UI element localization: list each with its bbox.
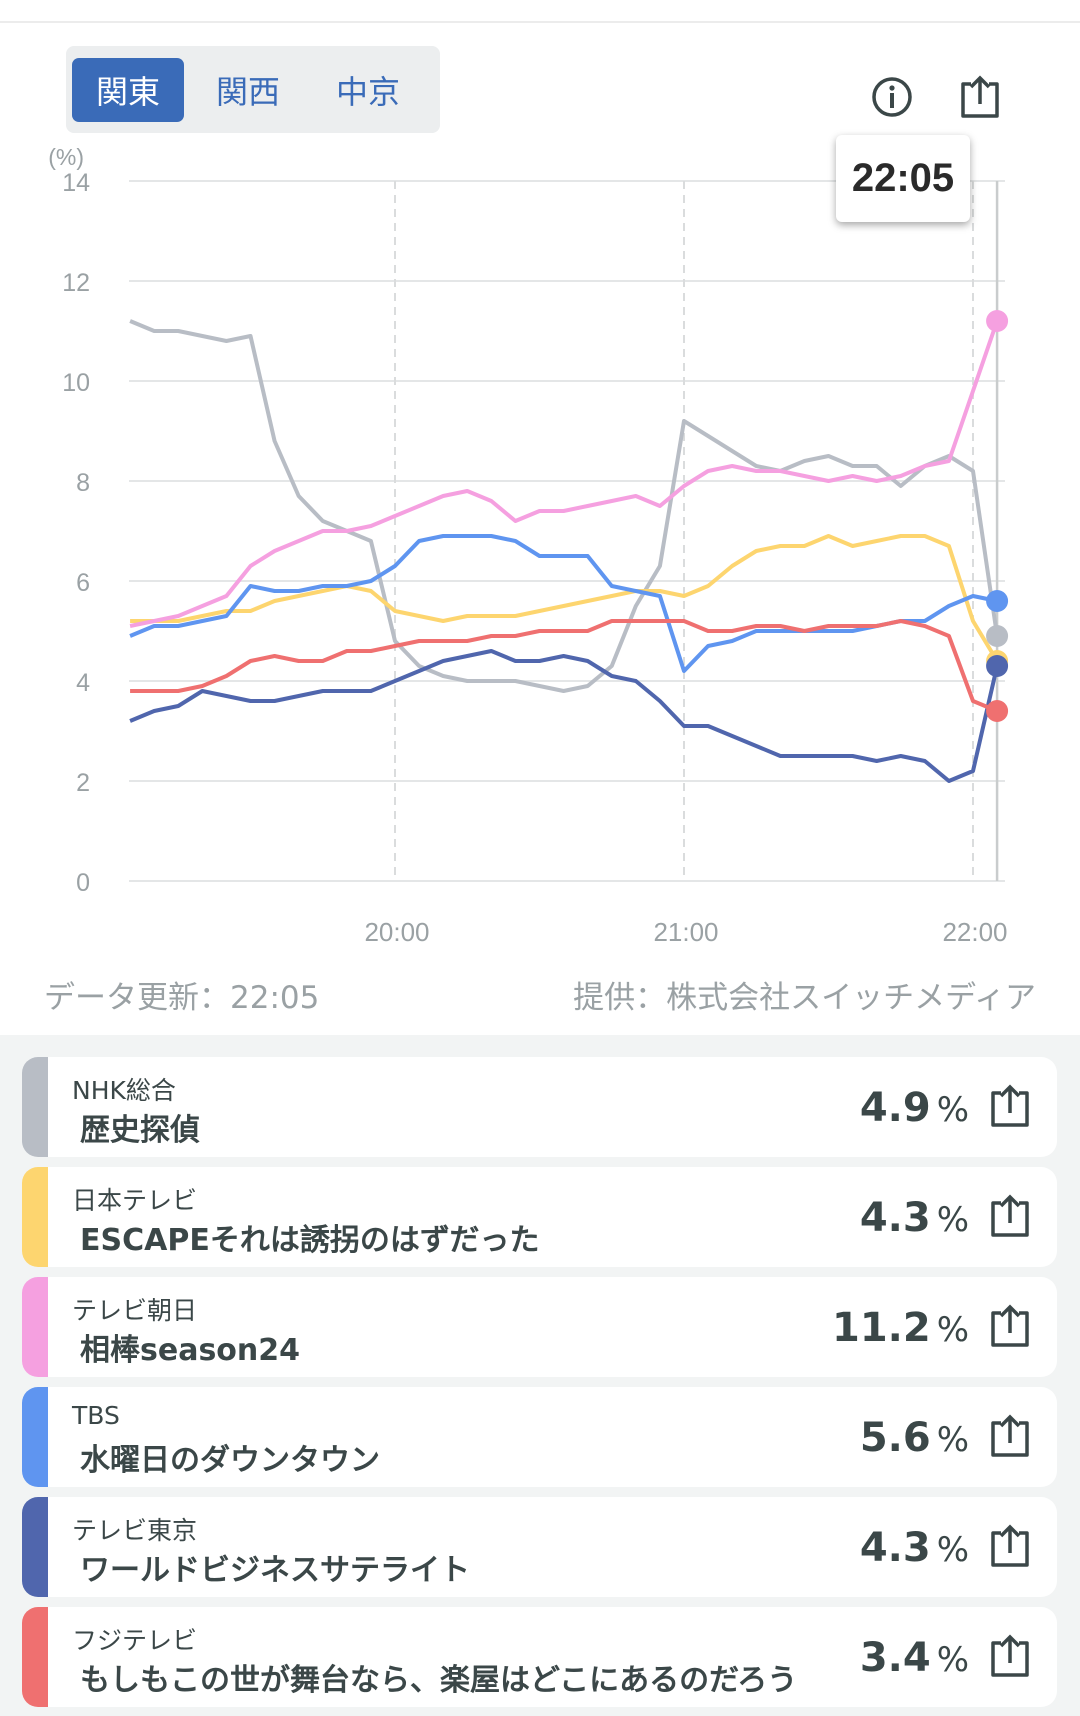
share-icon[interactable] (987, 1523, 1037, 1573)
channel-card[interactable]: 日本テレビ ESCAPEそれは誘拐のはずだった 4.3% (22, 1167, 1057, 1267)
series-end-marker (986, 625, 1009, 647)
top-divider (0, 21, 1080, 23)
program-title: ワールドビジネスサテライト (80, 1553, 470, 1588)
series-end-marker (986, 655, 1009, 677)
program-title: もしもこの世が舞台なら、楽屋はどこにあるのだろう (80, 1663, 798, 1698)
rating-number: 4.3 (859, 1195, 931, 1241)
rating-unit: % (936, 1310, 969, 1350)
data-updated-text: データ更新：22:05 (44, 980, 320, 1016)
rating-value: 4.3% (860, 1195, 969, 1241)
program-title: ESCAPEそれは誘拐のはずだった (80, 1223, 540, 1258)
share-icon[interactable] (987, 1083, 1037, 1133)
data-provider-text: 提供：株式会社スイッチメディア (573, 980, 1036, 1016)
series-end-marker (986, 700, 1009, 722)
series-line (130, 619, 998, 713)
share-icon[interactable] (955, 72, 1005, 122)
series-line (129, 319, 1000, 693)
rating-number: 4.3 (859, 1525, 931, 1571)
channel-card[interactable]: NHK総合 歴史探偵 4.9% (22, 1057, 1057, 1157)
y-tick-label: 12 (62, 269, 90, 297)
share-icon[interactable] (987, 1193, 1037, 1243)
y-tick-label: 8 (76, 469, 90, 497)
x-tick-label: 21:00 (653, 917, 718, 947)
info-icon[interactable] (867, 72, 917, 122)
series-line (129, 320, 999, 628)
rating-value: 4.9% (860, 1085, 969, 1131)
share-icon[interactable] (987, 1633, 1037, 1683)
share-icon[interactable] (987, 1303, 1037, 1353)
series-line (129, 534, 998, 673)
rating-value: 11.2% (832, 1305, 969, 1351)
y-tick-label: 0 (76, 869, 90, 897)
channel-list: NHK総合 歴史探偵 4.9% 日本テレビ ESCAPEそれは誘拐のはずだった … (0, 1035, 1080, 1716)
tab-chukyo[interactable]: 中京 (335, 72, 400, 111)
channel-color-bar (22, 1497, 48, 1597)
channel-name: フジテレビ (72, 1626, 198, 1655)
program-title: 相棒season24 (80, 1333, 301, 1368)
channel-color-bar (22, 1277, 48, 1377)
tab-kansai[interactable]: 関西 (215, 72, 280, 111)
y-tick-label: 2 (76, 769, 90, 797)
channel-color-bar (22, 1387, 48, 1487)
rating-unit: % (936, 1090, 969, 1130)
y-tick-label: 14 (62, 169, 90, 197)
channel-color-bar (22, 1607, 48, 1707)
rating-number: 3.4 (859, 1635, 931, 1681)
rating-chart[interactable]: 0 2 4 6 8 10 12 14(%) 20:00 21:00 22:00 (0, 140, 1080, 970)
y-tick-label: 4 (76, 669, 90, 697)
rating-number: 11.2 (831, 1305, 931, 1351)
tab-kanto[interactable]: 関東 (72, 57, 184, 122)
program-title: 水曜日のダウンタウン (80, 1443, 380, 1478)
y-axis-unit: (%) (48, 144, 84, 170)
rating-number: 4.9 (859, 1085, 931, 1131)
rating-unit: % (936, 1640, 969, 1680)
rating-unit: % (936, 1530, 969, 1570)
channel-name: TBS (72, 1401, 120, 1430)
share-icon[interactable] (987, 1413, 1037, 1463)
channel-name: 日本テレビ (72, 1186, 198, 1215)
series-line (129, 649, 1000, 783)
channel-name: テレビ東京 (72, 1516, 198, 1545)
x-tick-label: 22:00 (942, 917, 1007, 947)
channel-card[interactable]: テレビ東京 ワールドビジネスサテライト 4.3% (22, 1497, 1057, 1597)
channel-name: NHK総合 (72, 1076, 176, 1105)
channel-card[interactable]: フジテレビ もしもこの世が舞台なら、楽屋はどこにあるのだろう 3.4% (22, 1607, 1057, 1707)
region-tabs: 関東 関西 中京 (66, 46, 440, 133)
channel-card[interactable]: テレビ朝日 相棒season24 11.2% (22, 1277, 1057, 1377)
y-tick-label: 10 (62, 369, 90, 397)
program-title: 歴史探偵 (80, 1113, 200, 1148)
channel-color-bar (22, 1057, 48, 1157)
rating-unit: % (936, 1200, 969, 1240)
rating-number: 5.6 (859, 1415, 931, 1461)
series-end-marker (986, 310, 1009, 332)
cursor-time-tooltip: 22:05 (836, 135, 970, 222)
rating-unit: % (936, 1420, 969, 1460)
y-tick-label: 6 (76, 569, 90, 597)
x-tick-label: 20:00 (364, 917, 429, 947)
rating-value: 4.3% (860, 1525, 969, 1571)
channel-name: テレビ朝日 (72, 1296, 198, 1325)
series-line (130, 534, 999, 663)
rating-value: 3.4% (860, 1635, 969, 1681)
series-end-marker (986, 590, 1009, 612)
rating-value: 5.6% (860, 1415, 969, 1461)
channel-color-bar (22, 1167, 48, 1267)
channel-card[interactable]: TBS 水曜日のダウンタウン 5.6% (22, 1387, 1057, 1487)
